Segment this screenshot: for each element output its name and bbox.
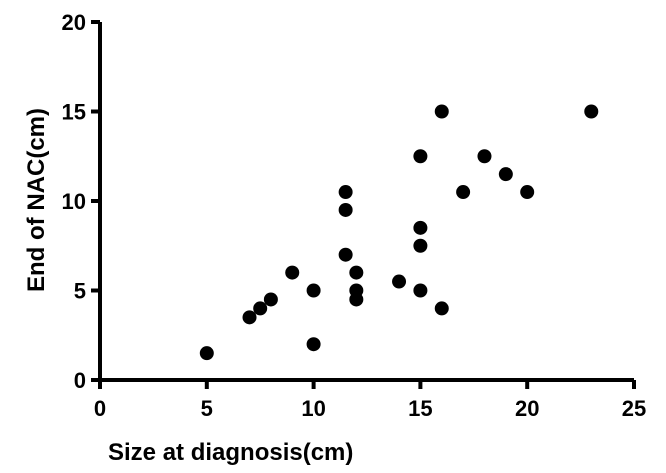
data-point: [338, 247, 353, 262]
data-point: [306, 337, 321, 352]
x-tick-label: 15: [408, 396, 432, 421]
x-tick-label: 0: [94, 396, 106, 421]
x-tick-label: 5: [201, 396, 213, 421]
data-point: [498, 167, 513, 182]
data-point: [349, 265, 364, 280]
data-point: [338, 185, 353, 200]
data-point: [392, 274, 407, 289]
y-axis-label: End of NAC(cm): [23, 108, 50, 292]
data-point: [253, 301, 268, 316]
data-point: [477, 149, 492, 164]
data-point: [434, 301, 449, 316]
x-tick-label: 20: [515, 396, 539, 421]
data-point: [413, 149, 428, 164]
data-point: [199, 346, 214, 361]
data-point: [285, 265, 300, 280]
x-tick-label: 25: [622, 396, 646, 421]
data-point: [413, 220, 428, 235]
data-point: [338, 202, 353, 217]
x-axis-label: Size at diagnosis(cm): [108, 439, 353, 466]
data-point: [242, 310, 257, 325]
ticks: 0 5 10 15 20 25 0 5 10 15 20: [62, 10, 647, 421]
y-tick-label: 20: [62, 10, 86, 35]
y-tick-label: 0: [74, 368, 86, 393]
data-point: [456, 185, 471, 200]
data-point: [434, 104, 449, 119]
y-tick-label: 5: [74, 279, 86, 304]
x-tick-label: 10: [301, 396, 325, 421]
data-points: [199, 104, 599, 361]
data-point: [306, 283, 321, 298]
axes: [98, 22, 634, 382]
y-tick-label: 15: [62, 100, 86, 125]
data-point: [263, 292, 278, 307]
data-point: [520, 185, 535, 200]
data-point: [349, 292, 364, 307]
y-tick-label: 10: [62, 189, 86, 214]
data-point: [584, 104, 599, 119]
data-point: [413, 283, 428, 298]
data-point: [413, 238, 428, 253]
